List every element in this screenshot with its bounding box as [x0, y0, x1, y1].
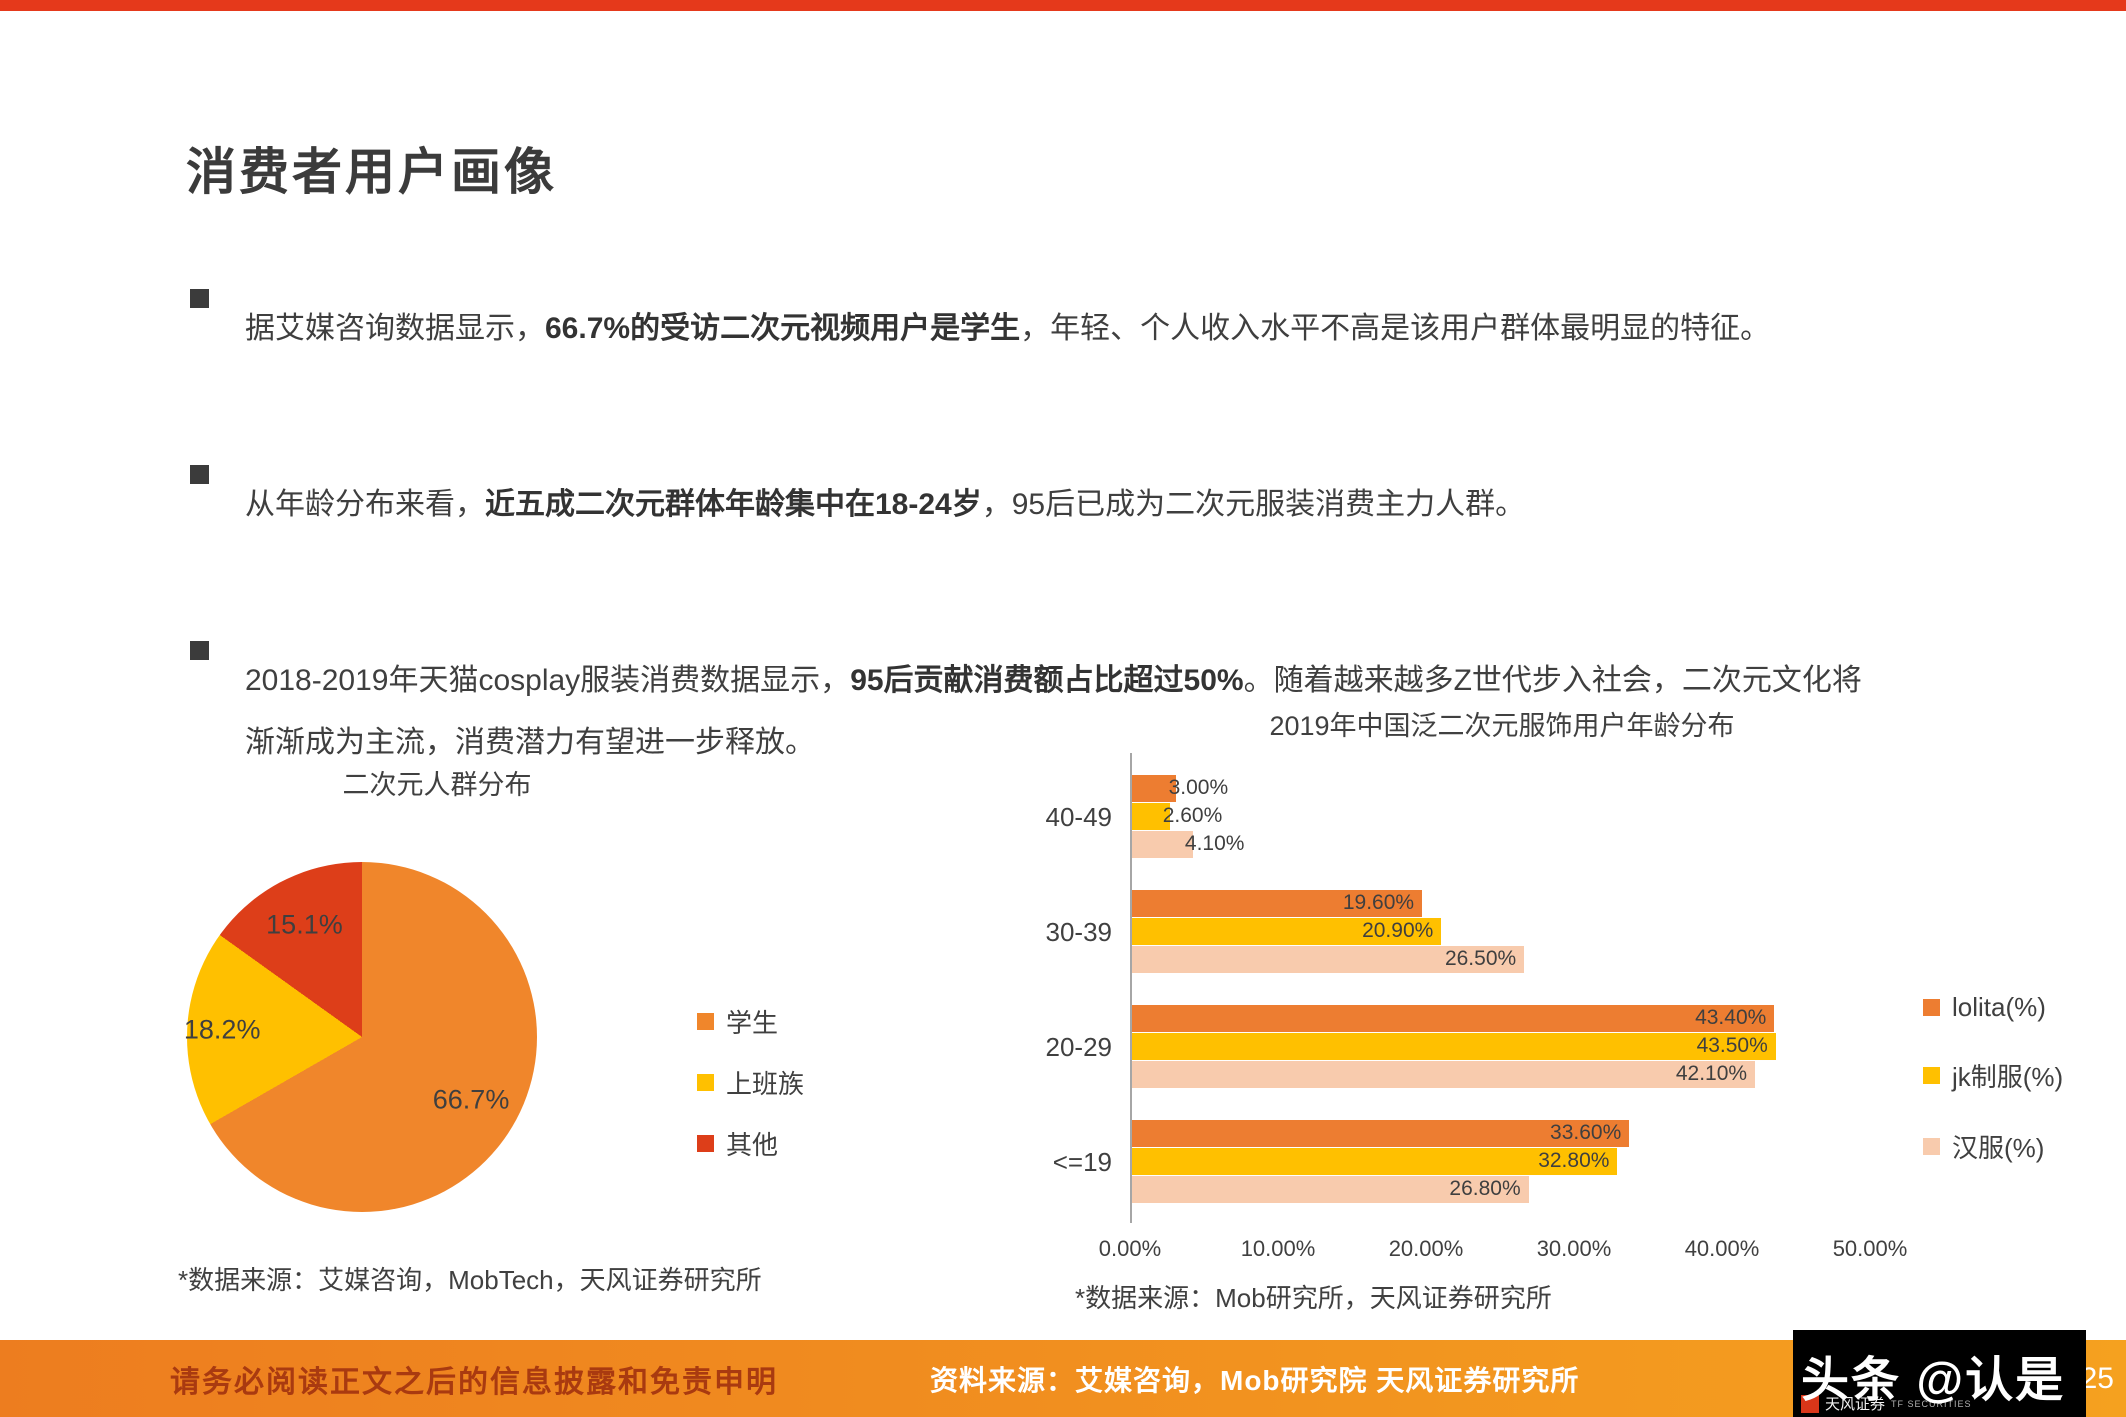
legend-item: 其他	[697, 1125, 804, 1162]
x-axis-tick-label: 30.00%	[1536, 1236, 1612, 1261]
legend-item: 上班族	[697, 1064, 804, 1101]
bar-jk-uniform-group0	[1132, 803, 1171, 830]
bar-category-label: <=19	[1052, 1147, 1112, 1177]
bar-legend: lolita(%) jk制服(%) 汉服(%)	[1923, 992, 2063, 1165]
legend-label: jk制服(%)	[1952, 1062, 2064, 1092]
tf-logo-en: TF SECURITIES	[1891, 1398, 1972, 1409]
legend-label: 汉服(%)	[1952, 1133, 2045, 1163]
bullet-text: 2018-2019年天猫cosplay服装消费数据显示，95后贡献消费额占比超过…	[245, 650, 1890, 774]
legend-label: 上班族	[726, 1069, 805, 1099]
pie-area: 66.7% 18.2% 15.1%	[112, 787, 612, 1287]
bar-value-label: 20.90%	[1362, 919, 1434, 942]
pie-source-note: *数据来源：艾媒咨询，MobTech，天风证券研究所	[178, 1265, 762, 1295]
x-axis-tick-label: 10.00%	[1240, 1236, 1316, 1261]
pie-legend: 学生 上班族 其他	[697, 1003, 804, 1162]
bar-value-label: 43.40%	[1695, 1006, 1767, 1029]
bar-hanfu-group3	[1132, 1176, 1529, 1203]
bullet-item: 从年龄分布来看，近五成二次元群体年龄集中在18-24岁，95后已成为二次元服装消…	[190, 444, 1890, 566]
bar-jk-uniform-group1	[1132, 918, 1442, 945]
pie-chart	[187, 862, 537, 1212]
bullet-text-part: ，年轻、个人收入水平不高是该用户群体最明显的特征。	[1020, 312, 1771, 345]
bar-value-label: 42.10%	[1675, 1062, 1748, 1085]
footer-disclaimer: 请务必阅读正文之后的信息披露和免责申明	[170, 1365, 778, 1399]
bar-plot: 40-49 3.00% 2.60% 4.10% 30-39 19.60% 20.90% 26.…	[1046, 753, 1892, 1223]
bar-lolita-group1	[1132, 890, 1423, 917]
bar-value-label: 19.60%	[1342, 891, 1415, 914]
bullet-text: 据艾媒咨询数据显示，66.7%的受访二次元视频用户是学生，年轻、个人收入水平不高…	[245, 298, 1770, 360]
bar-value-label: 33.60%	[1550, 1121, 1622, 1144]
legend-color-swatch	[1923, 999, 1940, 1016]
pie-value-label: 15.1%	[266, 909, 343, 940]
bullet-text-part: ，95后已成为二次元服装消费主力人群。	[981, 488, 1526, 521]
bar-value-label: 26.50%	[1444, 947, 1517, 970]
x-axis: 0.00% 10.00% 20.00% 30.00% 40.00% 50.00%	[1099, 1236, 1908, 1268]
bullet-text-part: 从年龄分布来看，	[245, 488, 485, 521]
bullet-square-icon	[190, 289, 209, 308]
bar-value-label: 26.80%	[1449, 1177, 1521, 1200]
footer-bar: 请务必阅读正文之后的信息披露和免责申明 资料来源：艾媒咨询，Mob研究院 天风证…	[0, 1340, 2126, 1417]
tf-logo-cn: 天风证券	[1825, 1396, 1886, 1413]
bullet-square-icon	[190, 641, 209, 660]
tf-securities-logo: 天风证券 TF SECURITIES	[1801, 1393, 1972, 1414]
watermark-box: 天风证券 TF SECURITIES 头条 @认是	[1793, 1330, 2086, 1417]
bullet-square-icon	[190, 465, 209, 484]
x-axis-tick-label: 40.00%	[1684, 1236, 1760, 1261]
bar-category-label: 20-29	[1045, 1032, 1113, 1062]
page-title: 消费者用户画像	[186, 143, 557, 200]
bullet-text-part: 据艾媒咨询数据显示，	[245, 312, 545, 345]
bullet-text-part: 2018-2019年天猫cosplay服装消费数据显示，	[245, 664, 851, 697]
bullet-text-part-bold: 95后贡献消费额占比超过50%	[850, 664, 1244, 697]
top-accent-bar	[0, 0, 2126, 11]
pie-value-label: 18.2%	[183, 1014, 261, 1045]
bullet-item: 2018-2019年天猫cosplay服装消费数据显示，95后贡献消费额占比超过…	[190, 620, 1890, 804]
bar-hanfu-group1	[1132, 946, 1525, 973]
legend-color-swatch	[1923, 1138, 1940, 1155]
pie-value-label: 66.7%	[432, 1084, 510, 1115]
bar-category-label: 40-49	[1045, 802, 1113, 832]
bullet-text: 从年龄分布来看，近五成二次元群体年龄集中在18-24岁，95后已成为二次元服装消…	[245, 474, 1525, 536]
legend-color-swatch	[697, 1074, 714, 1091]
bar-lolita-group3	[1132, 1120, 1630, 1147]
bar-value-label: 32.80%	[1538, 1149, 1610, 1172]
x-axis-tick-label: 50.00%	[1832, 1236, 1908, 1261]
legend-item: 学生	[697, 1003, 804, 1040]
bar-value-label: 3.00%	[1168, 776, 1229, 799]
bar-value-label: 43.50%	[1696, 1034, 1768, 1057]
bullet-list: 据艾媒咨询数据显示，66.7%的受访二次元视频用户是学生，年轻、个人收入水平不高…	[190, 268, 1890, 858]
bar-chart-title: 2019年中国泛二次元服饰用户年龄分布	[1269, 711, 1735, 741]
tf-securities-logo-icon	[1801, 1394, 1819, 1413]
legend-color-swatch	[697, 1135, 714, 1152]
legend-item: lolita(%)	[1923, 992, 2063, 1023]
bar-lolita-group2	[1132, 1005, 1775, 1032]
bar-hanfu-group2	[1132, 1061, 1756, 1088]
bar-jk-uniform-group3	[1132, 1148, 1618, 1175]
bar-category-label: 30-39	[1045, 917, 1113, 947]
footer-source: 资料来源：艾媒咨询，Mob研究院 天风证券研究所	[930, 1364, 1580, 1396]
watermark-text: 头条 @认是	[1801, 1354, 2066, 1407]
bar-hanfu-group0	[1132, 831, 1193, 858]
bullet-text-part: 。随着越来越多Z世代步入社会，二次元文化将渐渐成为主流，消费潜力有望进一步释放。	[245, 664, 1862, 759]
bullet-text-part-bold: 近五成二次元群体年龄集中在18-24岁	[485, 488, 982, 521]
bar-value-label: 2.60%	[1162, 804, 1223, 827]
page-number: 25	[2080, 1361, 2114, 1395]
legend-item: 汉服(%)	[1923, 1128, 2063, 1165]
legend-color-swatch	[1923, 1067, 1940, 1084]
bullet-item: 据艾媒咨询数据显示，66.7%的受访二次元视频用户是学生，年轻、个人收入水平不高…	[190, 268, 1890, 390]
bullet-text-part-bold: 66.7%的受访二次元视频用户是学生	[545, 312, 1021, 345]
legend-label: 学生	[726, 1008, 779, 1038]
bar-lolita-group0	[1132, 775, 1177, 802]
legend-label: 其他	[726, 1130, 779, 1160]
x-axis-tick-label: 0.00%	[1098, 1236, 1162, 1261]
bar-source-note: *数据来源：Mob研究所，天风证券研究所	[1075, 1283, 1552, 1313]
bar-jk-uniform-group2	[1132, 1033, 1776, 1060]
legend-label: lolita(%)	[1952, 992, 2046, 1022]
legend-color-swatch	[697, 1013, 714, 1030]
bar-value-label: 4.10%	[1184, 832, 1245, 855]
legend-item: jk制服(%)	[1923, 1057, 2063, 1094]
x-axis-tick-label: 20.00%	[1388, 1236, 1464, 1261]
pie-chart-title: 二次元人群分布	[342, 770, 532, 800]
